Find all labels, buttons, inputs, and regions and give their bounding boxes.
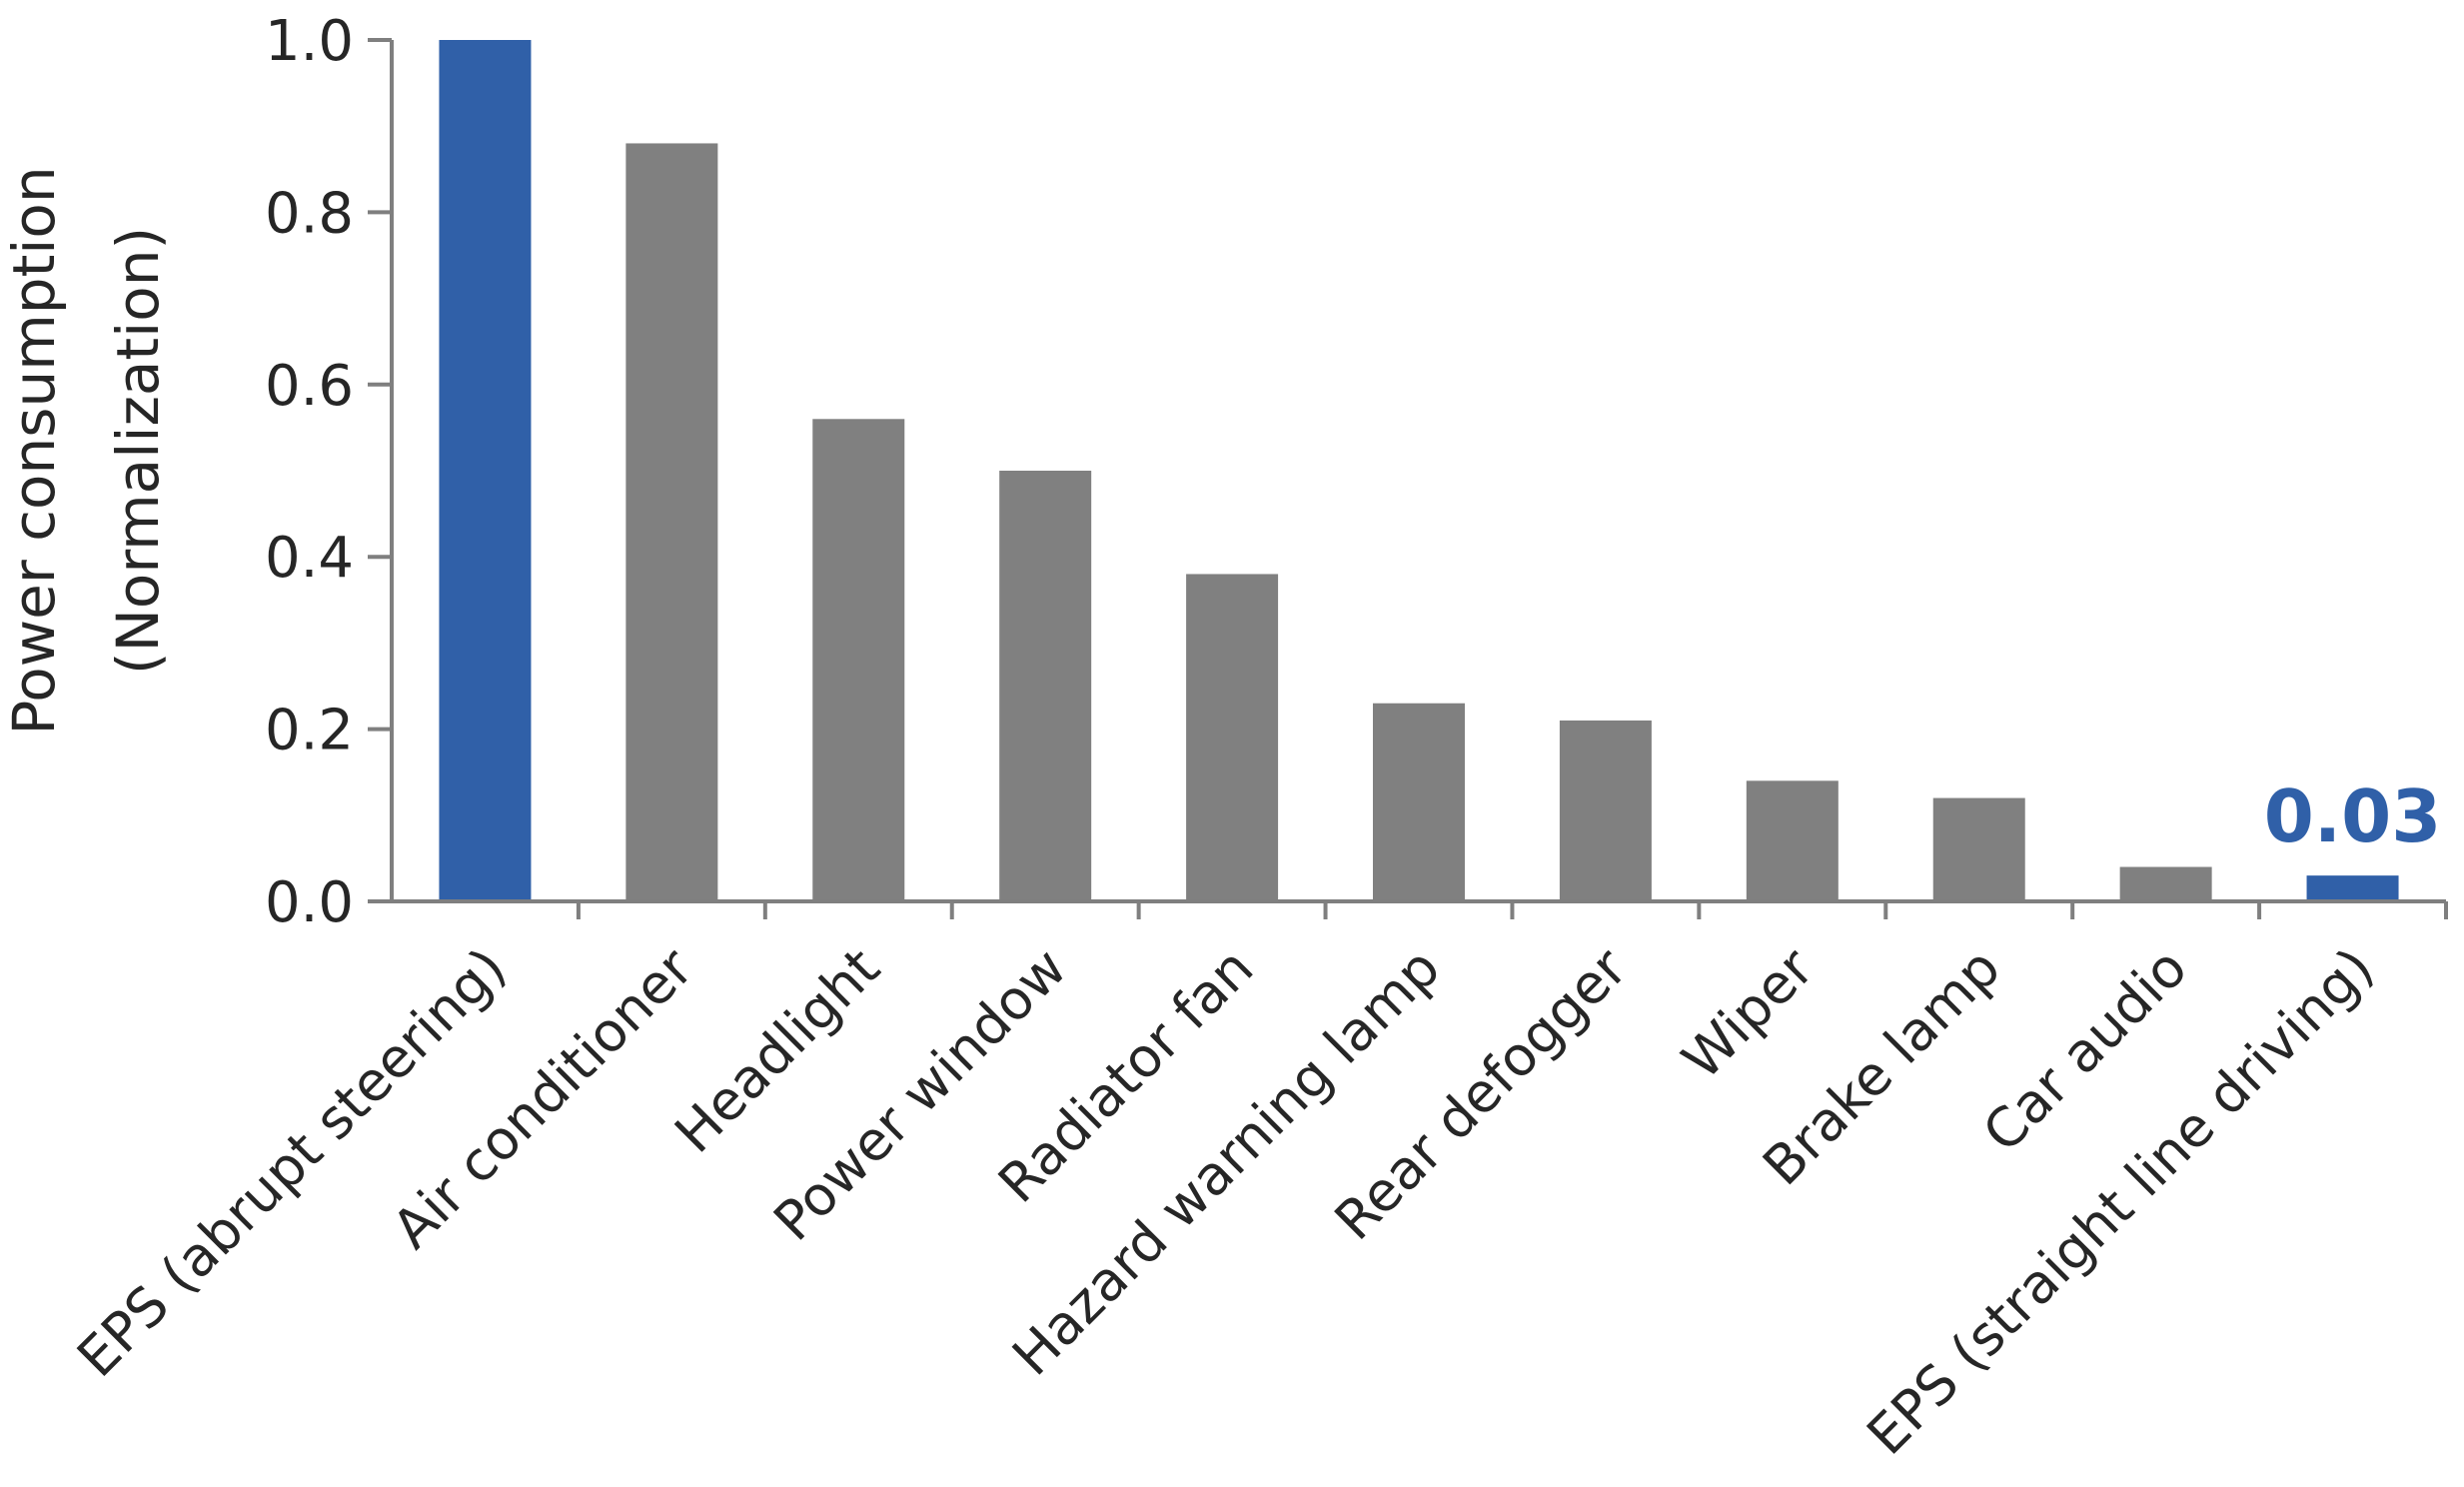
bar xyxy=(1746,780,1839,901)
bar xyxy=(2306,875,2399,901)
data-labels: 0.03 xyxy=(2264,774,2442,858)
x-tick-label: Wiper xyxy=(1671,935,1827,1091)
y-tick-label: 0.2 xyxy=(265,699,354,763)
bar xyxy=(1373,703,1465,901)
y-tick-label: 0.4 xyxy=(265,526,354,591)
y-tick-label: 0.6 xyxy=(265,354,354,419)
bar xyxy=(812,419,905,901)
y-tick-label: 1.0 xyxy=(265,9,354,74)
axes xyxy=(368,40,2446,903)
y-axis-label: Power consumption (Normalization) xyxy=(0,166,172,735)
bar xyxy=(1932,797,2025,901)
bar xyxy=(2119,866,2212,901)
bar xyxy=(439,40,532,901)
x-axis-ticks: EPS (abrupt steering)Air conditionerHead… xyxy=(65,901,2448,1467)
bar xyxy=(999,471,1092,901)
bar xyxy=(1559,720,1652,901)
y-axis-ticks: 0.0 0.2 0.4 0.6 0.8 1.0 xyxy=(265,9,392,935)
data-label: 0.03 xyxy=(2264,774,2442,858)
y-axis-label-line: Power consumption xyxy=(0,166,68,735)
bar xyxy=(625,143,718,901)
bar xyxy=(1186,574,1279,901)
y-tick-label: 0.8 xyxy=(265,181,354,246)
bars xyxy=(439,40,2399,901)
y-tick-label: 0.0 xyxy=(265,870,354,935)
y-axis-label-line: (Normalization) xyxy=(104,227,172,675)
